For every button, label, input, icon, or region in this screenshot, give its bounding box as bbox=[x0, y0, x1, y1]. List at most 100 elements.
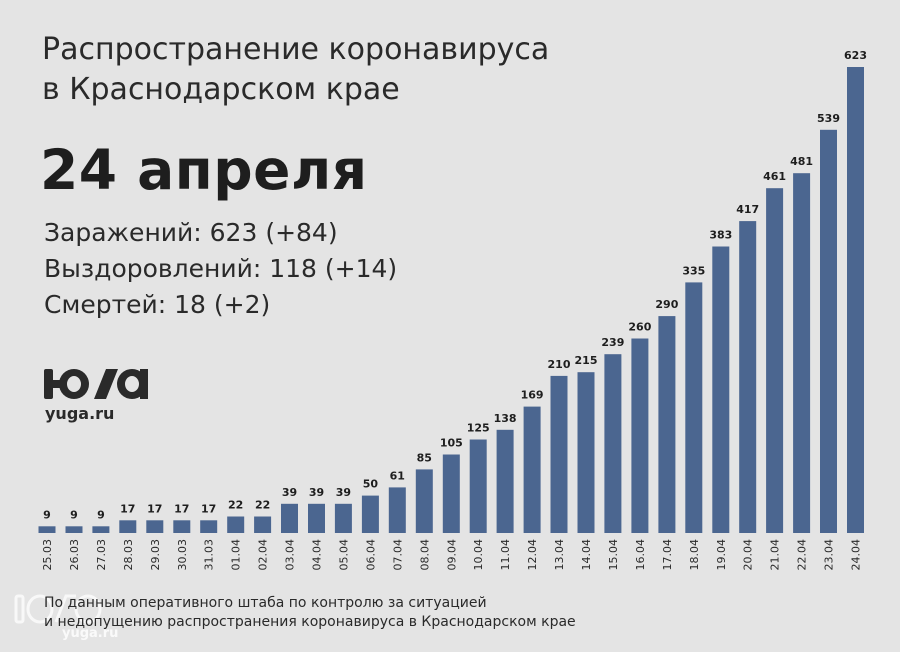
x-tick-label-29.03: 29.03 bbox=[149, 539, 162, 571]
bar-07.04 bbox=[388, 487, 406, 533]
x-tick-label-23.04: 23.04 bbox=[823, 539, 836, 571]
x-tick-label-06.04: 06.04 bbox=[364, 539, 377, 571]
x-tick-label-31.03: 31.03 bbox=[203, 539, 216, 571]
x-tick-label-09.04: 09.04 bbox=[445, 539, 458, 571]
stat-deaths: Смертей: 18 (+2) bbox=[44, 290, 271, 319]
bar-02.04 bbox=[254, 516, 272, 533]
date-heading: 24 апреля bbox=[40, 138, 368, 202]
data-label-19.04: 383 bbox=[709, 229, 732, 242]
x-tick-label-22.04: 22.04 bbox=[796, 539, 809, 571]
data-label-20.04: 417 bbox=[736, 203, 759, 216]
bar-17.04 bbox=[658, 316, 676, 533]
bar-06.04 bbox=[361, 495, 379, 533]
x-tick-label-30.03: 30.03 bbox=[176, 539, 189, 571]
x-tick-label-21.04: 21.04 bbox=[769, 539, 782, 571]
data-label-22.04: 481 bbox=[790, 155, 813, 168]
bar-24.04 bbox=[847, 67, 864, 533]
x-tick-label-19.04: 19.04 bbox=[715, 539, 728, 571]
bar-20.04 bbox=[739, 221, 757, 533]
bar-12.04 bbox=[523, 406, 541, 533]
data-label-10.04: 125 bbox=[467, 422, 490, 435]
data-label-28.03: 17 bbox=[120, 502, 135, 515]
chart-title: Распространение коронавируса в Краснодар… bbox=[42, 30, 549, 110]
stats-block: Заражений: 623 (+84) Выздоровлений: 118 … bbox=[44, 215, 397, 323]
bar-27.03 bbox=[92, 526, 110, 533]
source-line-1: По данным оперативного штаба по контролю… bbox=[44, 595, 487, 611]
x-tick-label-16.04: 16.04 bbox=[634, 539, 647, 571]
bar-16.04 bbox=[631, 338, 649, 533]
logo-caption: yuga.ru bbox=[45, 404, 115, 423]
x-tick-label-13.04: 13.04 bbox=[553, 539, 566, 571]
x-tick-label-01.04: 01.04 bbox=[230, 539, 243, 571]
data-label-30.03: 17 bbox=[174, 502, 189, 515]
data-label-03.04: 39 bbox=[282, 486, 297, 499]
x-tick-label-17.04: 17.04 bbox=[661, 539, 674, 571]
x-tick-label-14.04: 14.04 bbox=[580, 539, 593, 571]
bar-21.04 bbox=[766, 188, 784, 533]
bar-23.04 bbox=[820, 129, 837, 534]
x-tick-label-08.04: 08.04 bbox=[418, 539, 431, 571]
bar-31.03 bbox=[200, 520, 218, 533]
bar-22.04 bbox=[793, 173, 811, 533]
bar-10.04 bbox=[469, 439, 487, 533]
data-label-11.04: 138 bbox=[494, 412, 517, 425]
x-tick-label-10.04: 10.04 bbox=[472, 539, 485, 571]
x-tick-label-28.03: 28.03 bbox=[122, 539, 135, 571]
bar-15.04 bbox=[604, 354, 622, 533]
x-tick-label-05.04: 05.04 bbox=[337, 539, 350, 571]
data-label-29.03: 17 bbox=[147, 502, 162, 515]
watermark-logo-icon bbox=[14, 594, 102, 624]
data-label-04.04: 39 bbox=[309, 486, 324, 499]
data-label-08.04: 85 bbox=[417, 451, 432, 464]
data-label-27.03: 9 bbox=[97, 508, 105, 521]
data-label-12.04: 169 bbox=[521, 389, 544, 402]
bar-29.03 bbox=[146, 520, 164, 533]
data-label-06.04: 50 bbox=[363, 478, 379, 491]
title-line-2: в Краснодарском крае bbox=[42, 72, 400, 107]
data-label-17.04: 290 bbox=[655, 298, 678, 311]
x-tick-label-24.04: 24.04 bbox=[850, 539, 863, 571]
source-line-2: и недопущению распространения коронавиру… bbox=[44, 614, 576, 630]
data-label-26.03: 9 bbox=[70, 508, 78, 521]
x-tick-label-15.04: 15.04 bbox=[607, 539, 620, 571]
x-tick-label-25.03: 25.03 bbox=[41, 539, 54, 571]
bar-08.04 bbox=[415, 469, 433, 533]
title-line-1: Распространение коронавируса bbox=[42, 32, 550, 67]
bar-05.04 bbox=[334, 503, 352, 533]
yuga-logo-icon bbox=[44, 369, 148, 399]
data-label-02.04: 22 bbox=[255, 499, 270, 512]
x-tick-label-04.04: 04.04 bbox=[311, 539, 324, 571]
bar-30.03 bbox=[173, 520, 191, 533]
x-tick-label-11.04: 11.04 bbox=[499, 539, 512, 571]
data-label-09.04: 105 bbox=[440, 437, 463, 450]
source-note: По данным оперативного штаба по контролю… bbox=[44, 594, 576, 632]
bar-03.04 bbox=[281, 503, 298, 533]
data-label-07.04: 61 bbox=[390, 469, 405, 482]
bar-14.04 bbox=[577, 372, 595, 533]
x-tick-label-27.03: 27.03 bbox=[95, 539, 108, 571]
bar-18.04 bbox=[685, 282, 703, 533]
data-label-31.03: 17 bbox=[201, 502, 216, 515]
data-label-23.04: 539 bbox=[817, 112, 840, 125]
x-tick-label-20.04: 20.04 bbox=[742, 539, 755, 571]
stat-recovered: Выздоровлений: 118 (+14) bbox=[44, 254, 398, 283]
bar-09.04 bbox=[442, 454, 460, 533]
x-tick-label-02.04: 02.04 bbox=[257, 539, 270, 571]
data-label-14.04: 215 bbox=[575, 354, 598, 367]
bar-13.04 bbox=[550, 375, 568, 533]
x-tick-label-18.04: 18.04 bbox=[688, 539, 701, 571]
data-label-01.04: 22 bbox=[228, 499, 243, 512]
data-label-21.04: 461 bbox=[763, 170, 786, 183]
bar-11.04 bbox=[496, 429, 514, 533]
bar-26.03 bbox=[65, 526, 83, 533]
x-tick-label-12.04: 12.04 bbox=[526, 539, 539, 571]
data-label-15.04: 239 bbox=[601, 336, 624, 349]
bar-25.03 bbox=[38, 526, 56, 533]
data-label-24.04: 623 bbox=[844, 49, 867, 62]
bar-04.04 bbox=[308, 503, 325, 533]
bar-01.04 bbox=[227, 516, 245, 533]
x-tick-label-03.04: 03.04 bbox=[284, 539, 297, 571]
bar-19.04 bbox=[712, 246, 730, 533]
bar-28.03 bbox=[119, 520, 137, 533]
